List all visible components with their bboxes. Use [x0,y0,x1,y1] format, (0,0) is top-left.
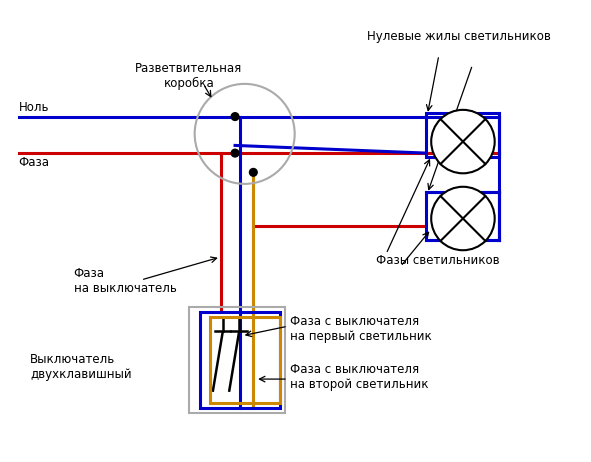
Bar [427,113,499,157]
Text: Фазы светильников: Фазы светильников [376,254,500,267]
Text: Ноль: Ноль [19,101,49,114]
Circle shape [431,187,495,250]
Bar [210,316,280,403]
Text: Фаза
на выключатель: Фаза на выключатель [73,267,176,295]
Circle shape [231,149,239,157]
Text: Фаза: Фаза [19,156,50,169]
Bar [189,307,285,413]
Circle shape [431,110,495,173]
Bar [200,312,280,408]
Text: Фаза с выключателя
на первый светильник: Фаза с выключателя на первый светильник [290,315,431,343]
Bar [427,192,499,240]
Text: Нулевые жилы светильников: Нулевые жилы светильников [367,30,551,43]
Text: Разветвительная
коробка: Разветвительная коробка [135,62,242,90]
Text: Фаза с выключателя
на второй светильник: Фаза с выключателя на второй светильник [290,363,428,391]
Circle shape [231,113,239,121]
Text: Выключатель
двухклавишный: Выключатель двухклавишный [30,353,132,381]
Circle shape [249,169,257,176]
